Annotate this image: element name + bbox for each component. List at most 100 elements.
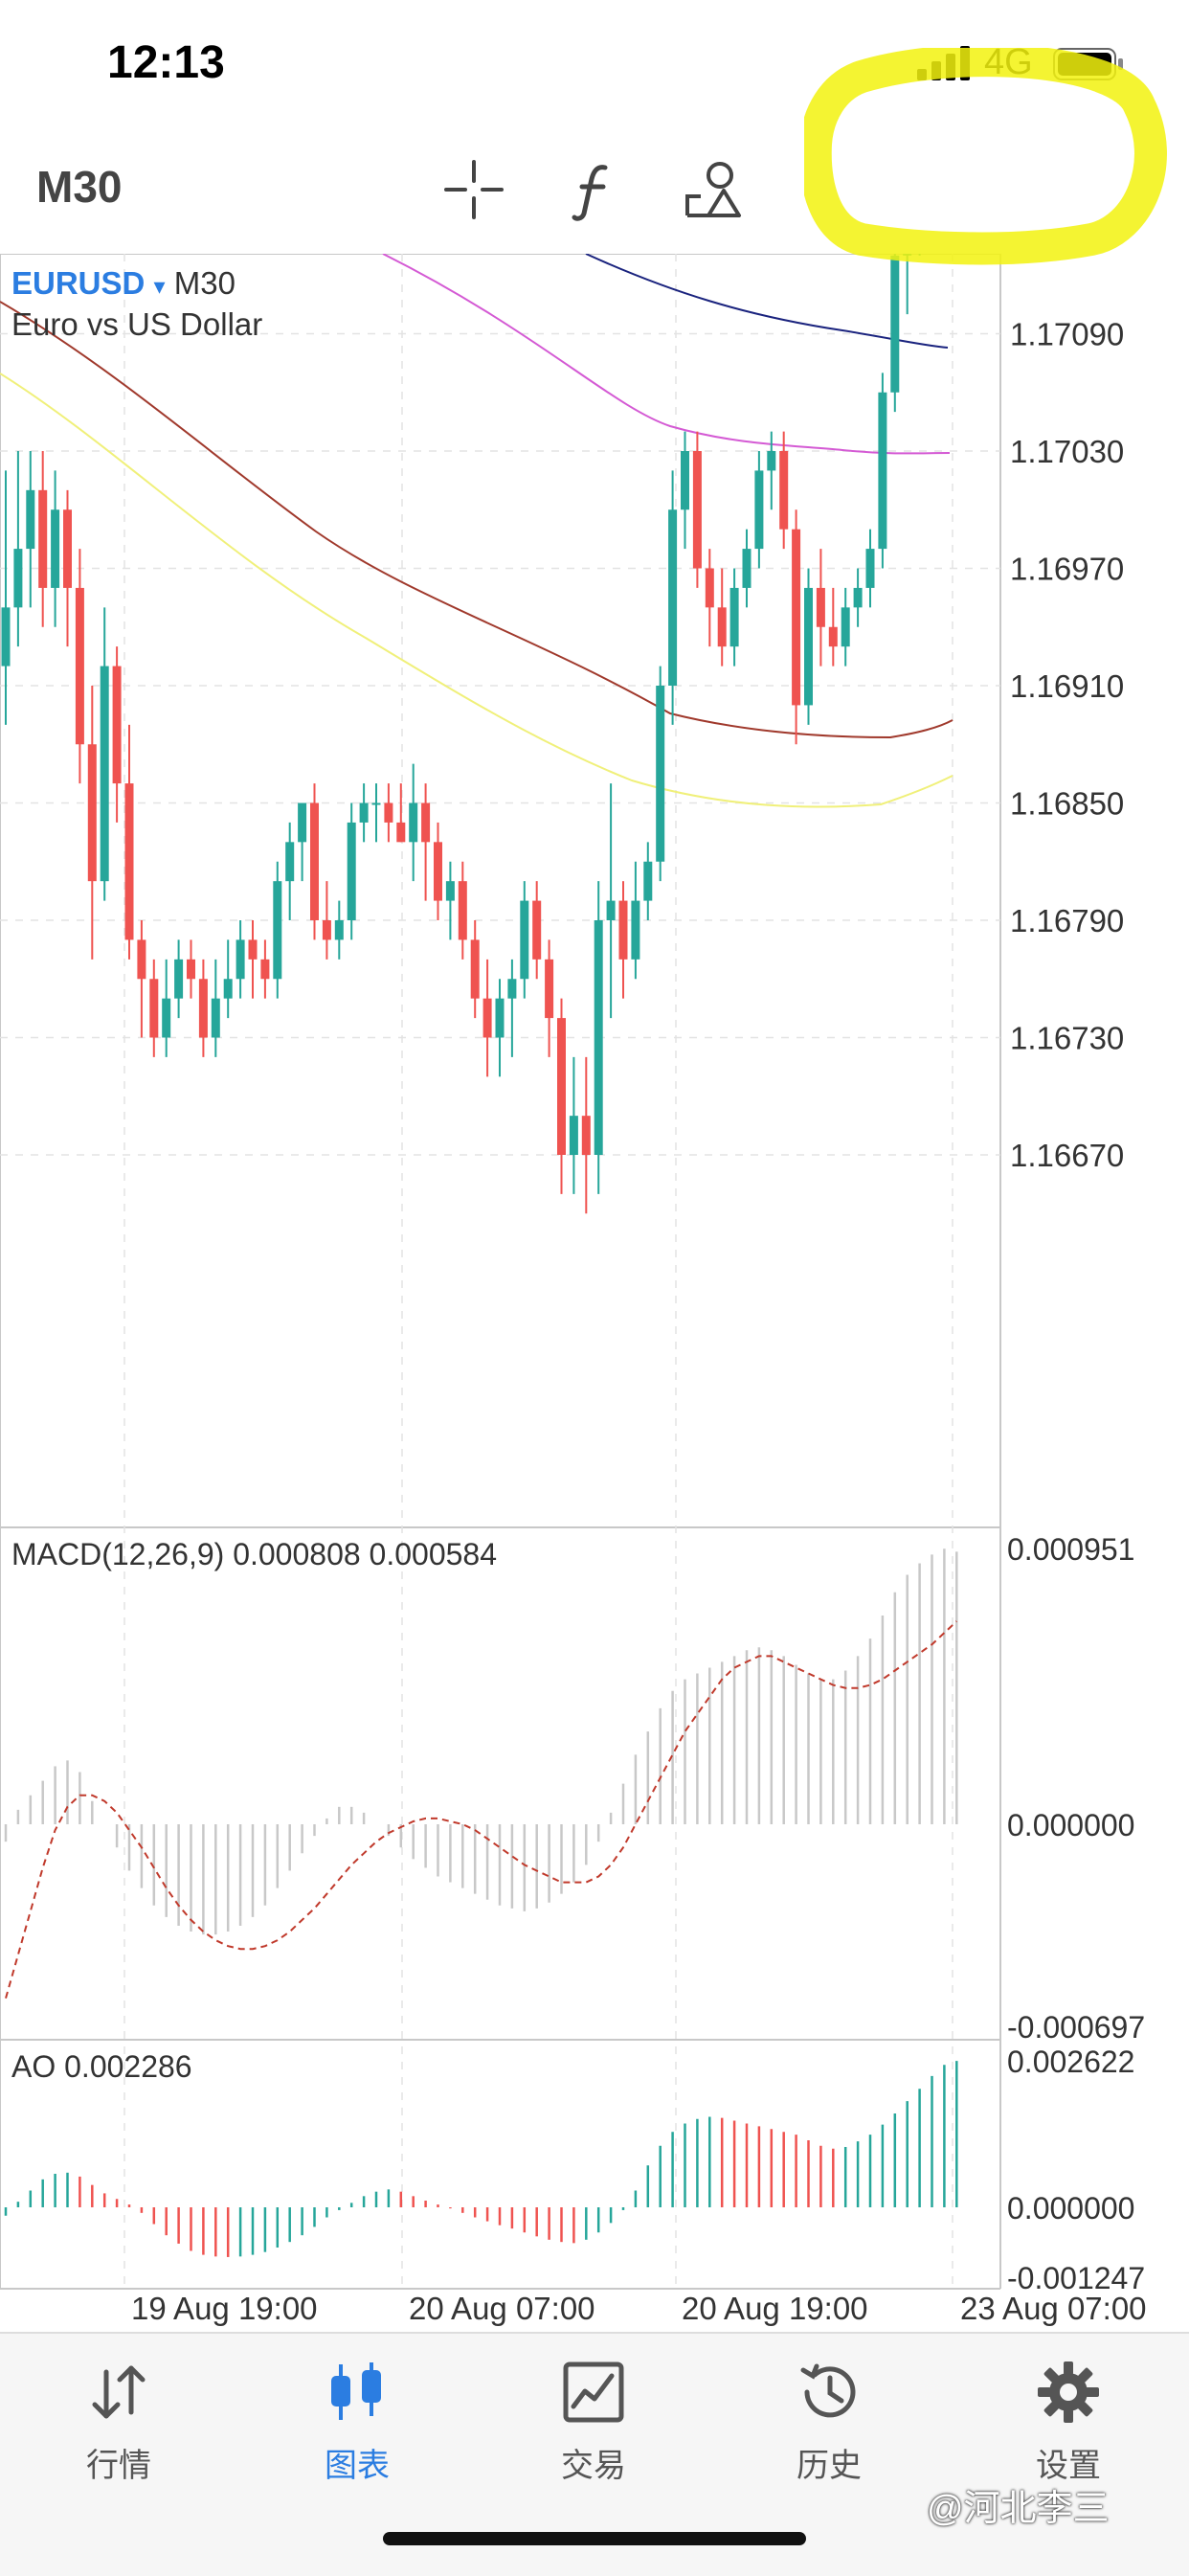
price-tick-label: 1.16850 bbox=[1010, 786, 1124, 822]
macd-axis-label: 0.000951 bbox=[1007, 1532, 1134, 1567]
time-axis-label: 23 Aug 07:00 bbox=[960, 2291, 1147, 2326]
candle-body bbox=[804, 587, 813, 706]
timeframe-button[interactable]: M30 bbox=[36, 162, 123, 212]
nav-label: 设置 bbox=[1036, 2448, 1101, 2484]
nav-settings[interactable]: 设置 bbox=[992, 2359, 1145, 2493]
candle-body bbox=[853, 587, 863, 608]
candle-body bbox=[557, 1018, 566, 1155]
price-tick-label: 1.16970 bbox=[1010, 552, 1124, 587]
nav-label: 行情 bbox=[86, 2448, 151, 2484]
home-indicator[interactable] bbox=[383, 2532, 806, 2545]
crosshair-icon[interactable] bbox=[442, 158, 505, 221]
chart-toolbar: M30 bbox=[0, 134, 1189, 254]
price-chart[interactable]: 1.172051.17187 1.171501.170901.170301.16… bbox=[0, 254, 1189, 2332]
nav-history[interactable]: 历史 bbox=[752, 2359, 906, 2493]
candle-body bbox=[273, 881, 282, 980]
candle-body bbox=[149, 979, 159, 1038]
candle-body bbox=[569, 1116, 578, 1155]
candle-body bbox=[841, 607, 850, 647]
nav-label: 交易 bbox=[561, 2448, 626, 2484]
price-tick-label: 1.17090 bbox=[1010, 317, 1124, 352]
ao-label: AO 0.002286 bbox=[11, 2049, 192, 2084]
candle-body bbox=[470, 939, 480, 999]
quotes-icon bbox=[92, 2365, 146, 2419]
candle-body bbox=[865, 549, 875, 588]
candle-body bbox=[322, 920, 331, 940]
candle-body bbox=[532, 900, 542, 960]
candle-body bbox=[421, 802, 431, 843]
candle-body bbox=[63, 509, 72, 588]
ao-axis-label: 0.002622 bbox=[1007, 2045, 1134, 2079]
candle-body bbox=[124, 783, 134, 940]
ao-axis-label: -0.001247 bbox=[1007, 2261, 1145, 2295]
time-axis-label: 19 Aug 19:00 bbox=[131, 2291, 318, 2326]
candle-body bbox=[310, 802, 319, 920]
candle-body bbox=[828, 626, 838, 647]
watermark-text: @河北李三 bbox=[927, 2489, 1110, 2529]
candle-body bbox=[656, 686, 665, 862]
nav-chart[interactable]: 图表 bbox=[280, 2359, 434, 2493]
time-axis-label: 20 Aug 07:00 bbox=[409, 2291, 595, 2326]
candle-body bbox=[285, 842, 295, 882]
candle-body bbox=[409, 802, 418, 843]
candle-body bbox=[248, 939, 258, 960]
candle-body bbox=[458, 881, 467, 940]
settings-icon bbox=[1038, 2361, 1099, 2423]
candle-body bbox=[298, 802, 307, 843]
highlight-annotation bbox=[804, 48, 1167, 265]
symbol-timeframe: M30 bbox=[173, 265, 236, 301]
chart-icon bbox=[331, 2362, 381, 2420]
candle-body bbox=[198, 979, 208, 1038]
symbol-name[interactable]: EURUSD bbox=[11, 265, 146, 301]
candle-body bbox=[816, 587, 825, 627]
candle-body bbox=[631, 900, 640, 960]
candle-body bbox=[51, 509, 60, 588]
candle-body bbox=[100, 666, 109, 882]
candle-body bbox=[75, 587, 84, 745]
candle-body bbox=[13, 549, 23, 608]
candle-body bbox=[890, 255, 900, 393]
nav-label: 图表 bbox=[325, 2448, 390, 2484]
candle-body bbox=[767, 451, 776, 471]
chart-area[interactable]: 1.172051.17187 1.171501.170901.170301.16… bbox=[0, 254, 1189, 2332]
price-tick-label: 1.16730 bbox=[1010, 1021, 1124, 1056]
nav-label: 历史 bbox=[796, 2448, 862, 2484]
candle-body bbox=[384, 802, 393, 823]
candle-body bbox=[162, 998, 171, 1038]
candle-body bbox=[359, 802, 369, 823]
candle-body bbox=[334, 920, 344, 940]
candle-body bbox=[445, 881, 455, 901]
candle-body bbox=[396, 822, 406, 843]
macd-axis-label: 0.000000 bbox=[1007, 1808, 1134, 1842]
candle-body bbox=[520, 900, 529, 980]
candle-body bbox=[779, 451, 789, 530]
candle-body bbox=[371, 802, 381, 805]
candle-body bbox=[729, 587, 739, 647]
ao-axis-label: 0.000000 bbox=[1007, 2191, 1134, 2226]
objects-icon[interactable] bbox=[682, 158, 745, 221]
ma-navy bbox=[585, 254, 949, 349]
candle-body bbox=[545, 959, 554, 1019]
candle-body bbox=[792, 529, 801, 706]
candle-body bbox=[878, 392, 887, 550]
candle-body bbox=[87, 744, 97, 882]
candle-body bbox=[174, 959, 184, 999]
candle-body bbox=[717, 607, 727, 647]
candle-body bbox=[643, 861, 653, 901]
nav-quotes[interactable]: 行情 bbox=[42, 2359, 195, 2493]
candle-body bbox=[112, 666, 122, 784]
chevron-down-icon[interactable]: ▾ bbox=[153, 274, 166, 300]
symbol-header[interactable]: EURUSD ▾ M30 bbox=[11, 265, 236, 302]
indicators-icon[interactable] bbox=[563, 158, 626, 221]
candle-body bbox=[482, 998, 492, 1038]
symbol-description: Euro vs US Dollar bbox=[11, 306, 263, 342]
price-tick-label: 1.16910 bbox=[1010, 668, 1124, 704]
candle-body bbox=[681, 451, 689, 510]
history-icon bbox=[800, 2363, 856, 2418]
candle-body bbox=[754, 470, 764, 550]
candle-body bbox=[137, 939, 146, 980]
candle-body bbox=[236, 939, 245, 980]
nav-trade[interactable]: 交易 bbox=[517, 2359, 670, 2493]
macd-label: MACD(12,26,9) 0.000808 0.000584 bbox=[11, 1537, 498, 1571]
macd-signal-line bbox=[5, 1620, 957, 1999]
